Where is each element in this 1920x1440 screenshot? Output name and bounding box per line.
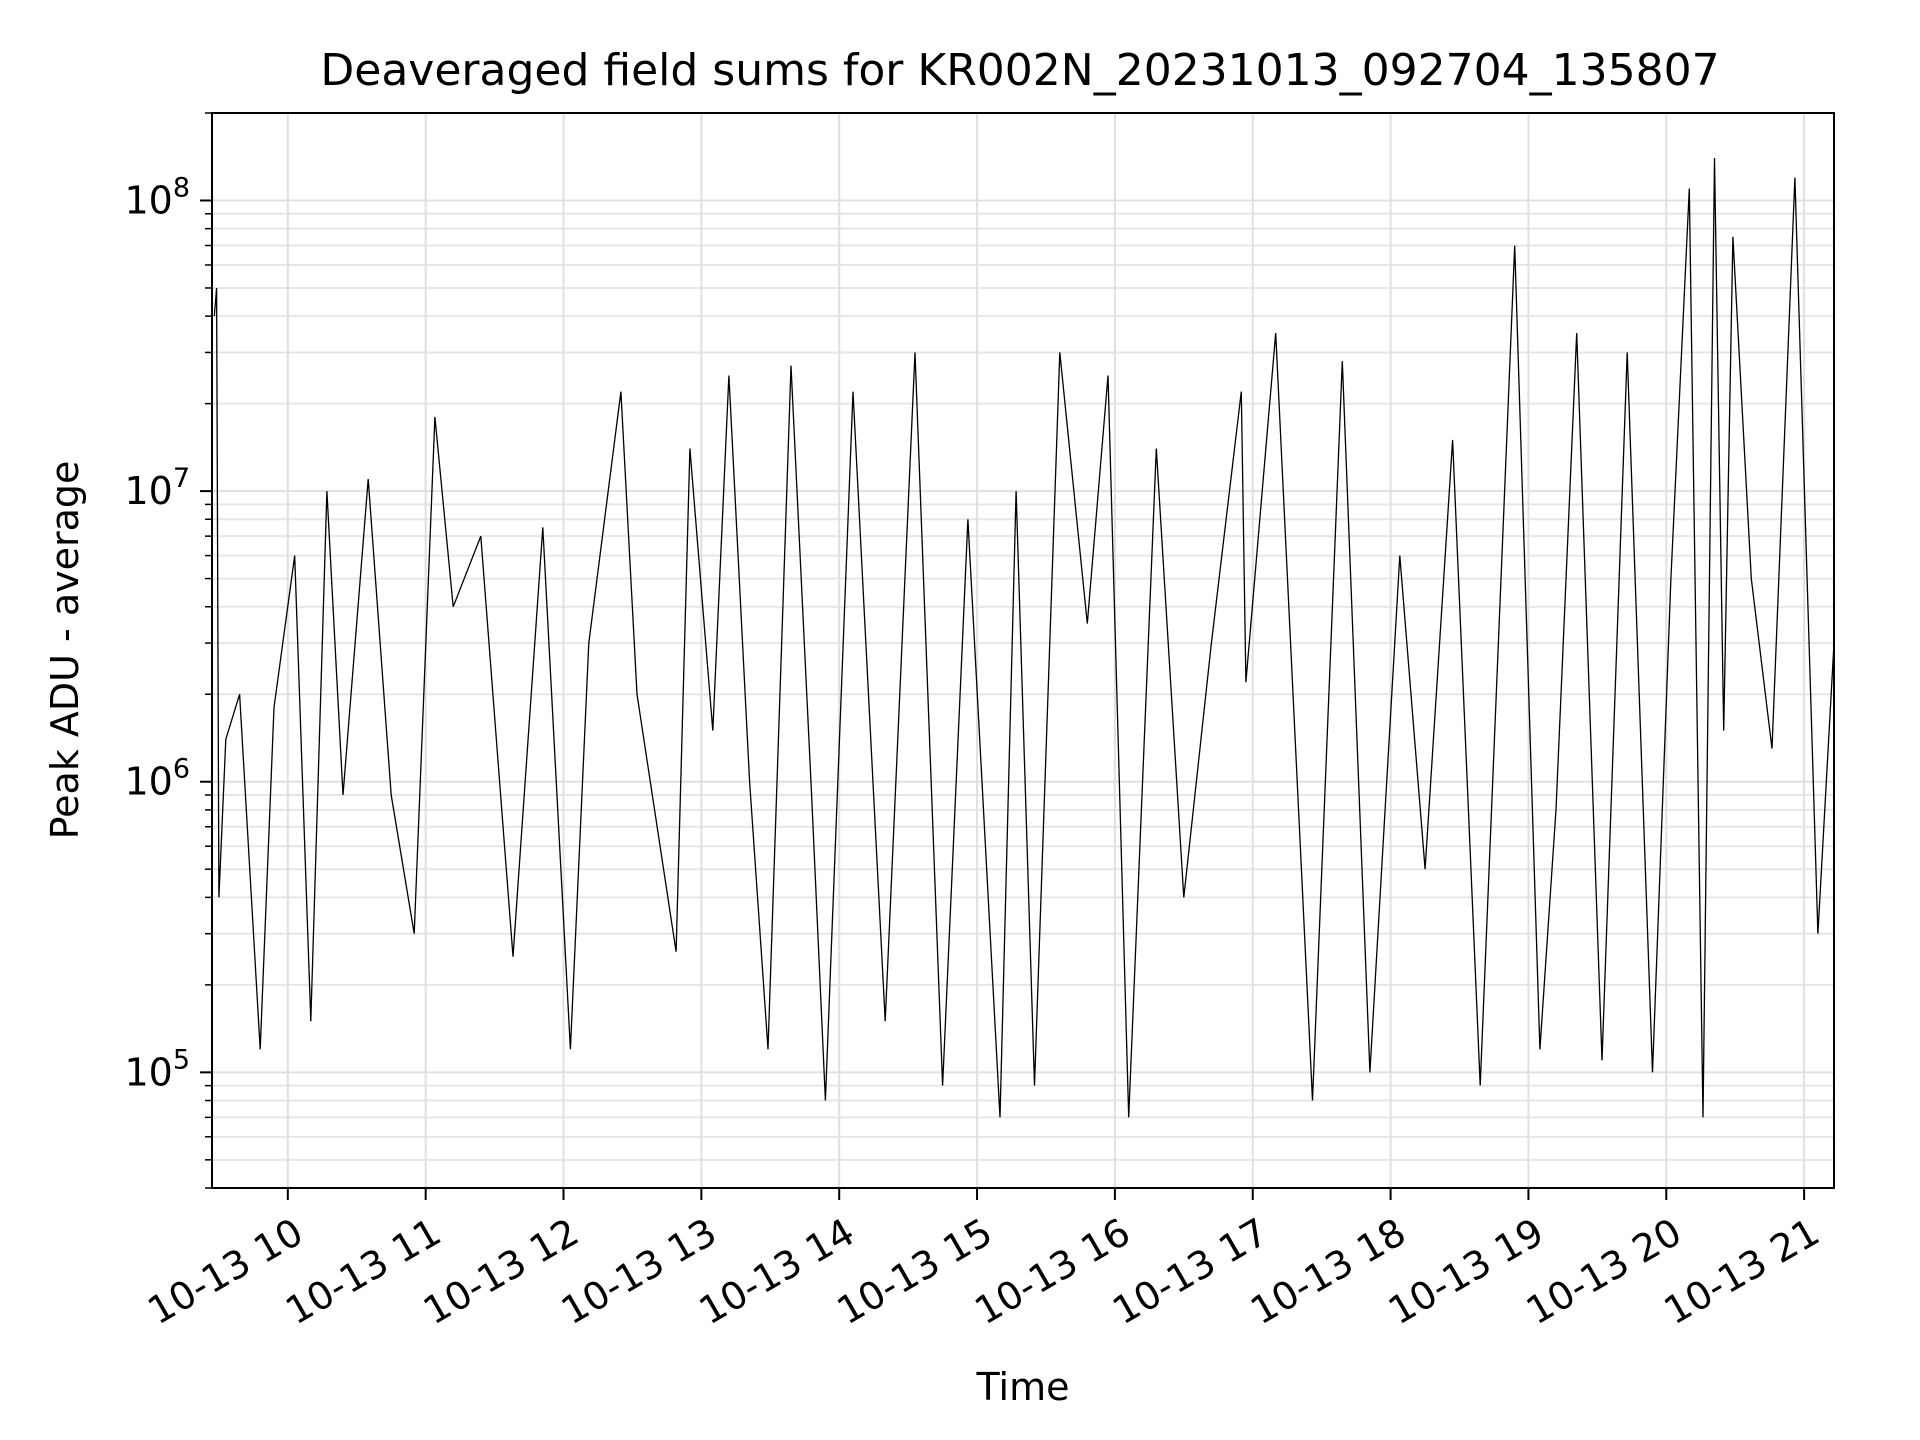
- plot-frame: [211, 112, 1835, 1189]
- y-tick-label: 105: [124, 1044, 190, 1094]
- series-line: [213, 157, 1835, 1118]
- y-axis: 105 106 107 108: [124, 112, 212, 1189]
- y-tick-label: 106: [124, 754, 190, 804]
- x-axis-label: Time: [976, 1365, 1070, 1409]
- chart-title: Deaveraged field sums for KR002N_2023101…: [320, 45, 1719, 96]
- grid: [212, 112, 1834, 1189]
- plot-area: [213, 157, 1835, 1118]
- y-axis-label: Peak ADU - average: [43, 461, 87, 840]
- y-tick-label: 107: [124, 463, 190, 513]
- y-tick-label: 108: [124, 172, 190, 222]
